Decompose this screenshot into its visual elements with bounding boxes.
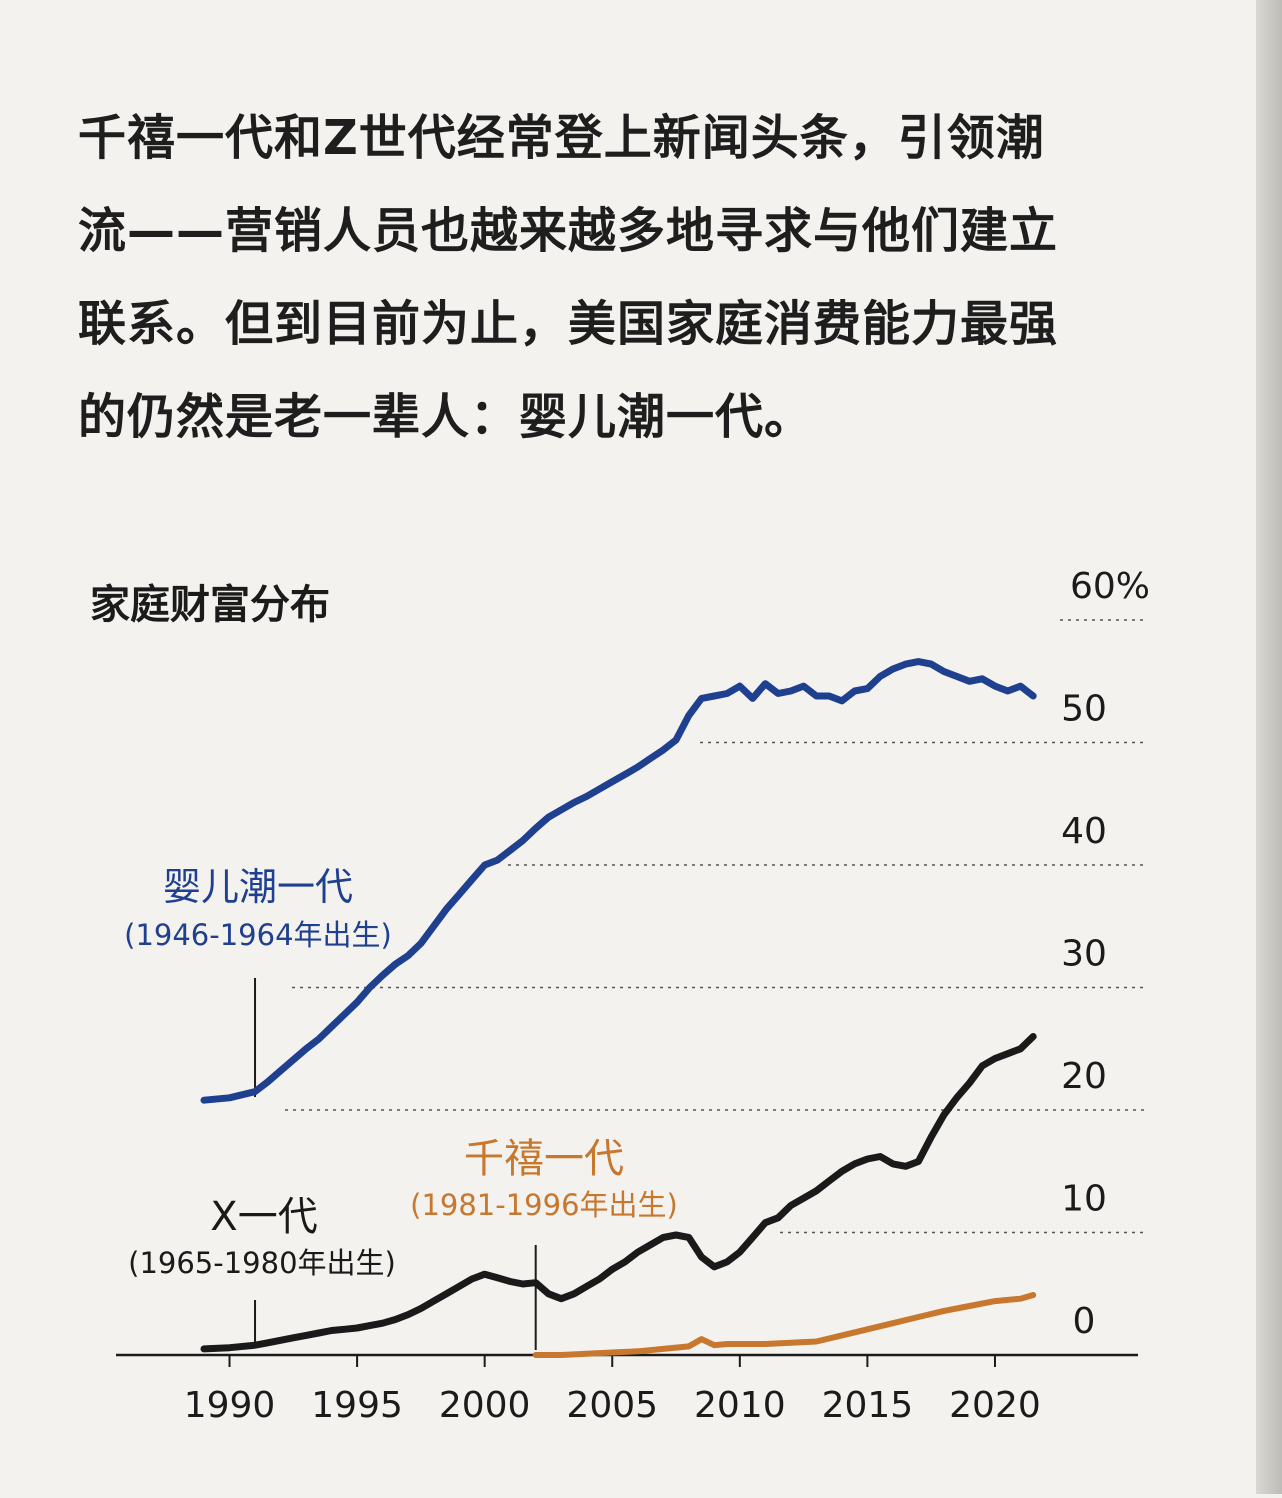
y-tick-label: 10 <box>1061 1179 1107 1220</box>
y-tick-label: 0 <box>1073 1301 1096 1342</box>
y-tick-label: 60% <box>1070 566 1150 607</box>
millennials-line <box>532 1292 1037 1358</box>
intro-paragraph: 千禧一代和Z世代经常登上新闻头条，引领潮 流——营销人员也越来越多地寻求与他们建… <box>78 92 1228 464</box>
y-tick-label: 30 <box>1061 934 1107 975</box>
legend-millennials-years: (1981-1996年出生) <box>410 1188 678 1222</box>
intro-line: 千禧一代和Z世代经常登上新闻头条，引领潮 <box>78 110 1045 166</box>
x-axis: 1990 1995 2000 2005 2010 2015 2020 <box>116 1353 1138 1426</box>
y-tick-label: 40 <box>1061 811 1107 852</box>
grid-lines <box>285 619 1148 1234</box>
legend-boomers-name: 婴儿潮一代 <box>163 865 353 909</box>
y-tick-label: 20 <box>1061 1056 1107 1097</box>
genx-line <box>200 1033 1037 1353</box>
boomers-line <box>200 658 1037 1104</box>
x-tick-label: 2000 <box>439 1385 531 1426</box>
intro-line: 的仍然是老一辈人：婴儿潮一代。 <box>78 389 814 445</box>
annotation-ticks <box>254 978 537 1350</box>
x-tick-label: 2005 <box>566 1385 658 1426</box>
series-lines <box>200 658 1037 1358</box>
x-tick-label: 1990 <box>184 1385 276 1426</box>
legend-millennials-name: 千禧一代 <box>464 1136 624 1182</box>
legend-boomers-years: (1946-1964年出生) <box>124 918 392 952</box>
page-gutter <box>1256 0 1282 1494</box>
x-tick-label: 2010 <box>694 1385 786 1426</box>
y-tick-label: 50 <box>1061 689 1107 730</box>
x-tick-label: 2020 <box>949 1385 1041 1426</box>
x-tick-label: 2015 <box>822 1385 914 1426</box>
y-axis-labels: 0 10 20 30 40 50 60% <box>1061 566 1150 1342</box>
intro-line: 联系。但到目前为止，美国家庭消费能力最强 <box>78 296 1059 352</box>
legend-genx-years: (1965-1980年出生) <box>128 1246 396 1280</box>
legend-genx-name: X一代 <box>210 1194 317 1240</box>
chart-title: 家庭财富分布 <box>90 582 330 628</box>
intro-line: 流——营销人员也越来越多地寻求与他们建立 <box>78 203 1059 259</box>
x-tick-label: 1995 <box>311 1385 403 1426</box>
